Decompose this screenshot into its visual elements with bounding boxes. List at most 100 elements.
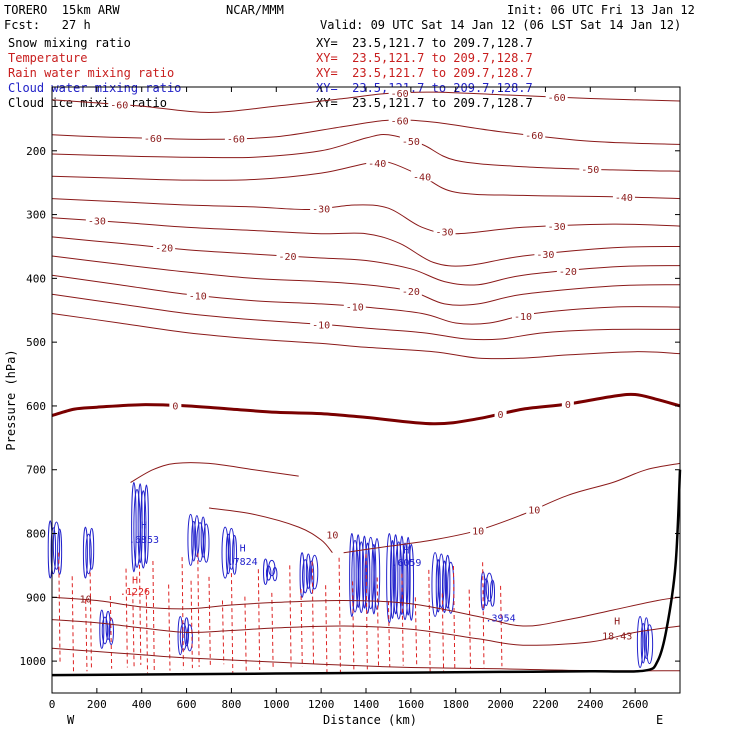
isotherm-label: -10 bbox=[346, 302, 364, 313]
cloud-water-contour bbox=[137, 483, 143, 564]
freezing-label: 0 bbox=[565, 400, 571, 411]
isotherm-label: -20 bbox=[155, 244, 173, 255]
warm-label-bg bbox=[526, 503, 543, 515]
data-marker: .6853 bbox=[129, 535, 159, 546]
isotherm-label: -60 bbox=[548, 93, 566, 104]
isotherm-label: -20 bbox=[278, 252, 296, 263]
isotherm-label: -30 bbox=[88, 217, 106, 228]
rain-streak bbox=[145, 588, 149, 674]
cloud-water-contour bbox=[101, 616, 109, 645]
cloud-water-contour bbox=[435, 559, 441, 613]
cloud-water-contour bbox=[203, 523, 210, 563]
rain-streak bbox=[300, 589, 303, 667]
cloud-water-contours bbox=[47, 481, 654, 668]
cloud-water-contour bbox=[640, 622, 646, 664]
cloud-water-contour bbox=[643, 617, 650, 660]
rain-streak bbox=[168, 584, 171, 671]
cloud-water-contour bbox=[140, 490, 147, 569]
isotherm-label: -40 bbox=[413, 172, 431, 183]
rain-streak bbox=[414, 597, 418, 665]
rain-streak bbox=[428, 569, 431, 673]
cloud-water-contour bbox=[99, 609, 105, 649]
cloud-water-contour bbox=[82, 526, 88, 579]
data-marker: H bbox=[141, 520, 147, 531]
isotherm-label: -30 bbox=[312, 204, 330, 215]
cloud-water-contour bbox=[143, 484, 149, 565]
isotherm-label-bg bbox=[612, 191, 635, 203]
temperature-isotherm bbox=[51, 134, 681, 172]
x-tick-label: 200 bbox=[87, 698, 107, 711]
isotherm-label: -60 bbox=[391, 89, 409, 100]
rain-streak bbox=[71, 576, 75, 673]
rain-streak bbox=[230, 573, 234, 673]
y-tick-label: 300 bbox=[26, 209, 46, 222]
cloud-water-contour bbox=[299, 552, 305, 598]
isotherm-label: -60 bbox=[391, 117, 409, 128]
cloud-water-contour bbox=[355, 534, 361, 609]
data-marker: .6059 bbox=[391, 558, 421, 569]
isotherm-label: -60 bbox=[144, 134, 162, 145]
rain-streak bbox=[376, 577, 380, 669]
cloud-water-contour bbox=[392, 534, 399, 615]
rain-streak bbox=[387, 601, 391, 667]
x-axis-label: Distance (km) bbox=[323, 713, 417, 727]
data-marker: H bbox=[240, 543, 246, 554]
cloud-water-contour bbox=[89, 527, 95, 570]
freezing-level-line bbox=[51, 392, 681, 426]
freezing-label-bg bbox=[494, 407, 507, 419]
rain-streak bbox=[132, 592, 135, 667]
rain-streak bbox=[85, 599, 88, 672]
cloud-water-contour bbox=[200, 516, 206, 558]
isotherm-label-bg bbox=[411, 170, 434, 182]
east-label: E bbox=[656, 713, 663, 727]
isotherm-label: -60 bbox=[525, 131, 543, 142]
isotherm-label-bg bbox=[276, 250, 299, 262]
rain-streak bbox=[441, 593, 445, 672]
isotherm-label-bg bbox=[108, 98, 131, 110]
terrain-surface bbox=[51, 469, 682, 677]
x-tick-label: 2600 bbox=[622, 698, 649, 711]
valid-time: Valid: 09 UTC Sat 14 Jan 12 (06 LST Sat … bbox=[320, 18, 682, 32]
cloud-water-contour bbox=[389, 540, 395, 619]
isotherm-label-bg bbox=[579, 163, 602, 175]
x-tick-label: 1400 bbox=[353, 698, 380, 711]
x-tick-label: 2000 bbox=[487, 698, 514, 711]
boundary-layer-label: 10 bbox=[326, 531, 338, 542]
isotherm-label: -40 bbox=[368, 159, 386, 170]
rain-streak bbox=[244, 596, 247, 672]
y-axis-label: Pressure (hPa) bbox=[4, 349, 18, 450]
isotherm-label-bg bbox=[141, 132, 164, 144]
warm-isotherm-label: 10 bbox=[528, 506, 540, 517]
rain-streak bbox=[289, 565, 292, 668]
y-tick-label: 1000 bbox=[20, 655, 47, 668]
cloud-water-contour bbox=[85, 533, 92, 575]
isotherm-label: -20 bbox=[559, 267, 577, 278]
data-marker: H bbox=[614, 617, 620, 628]
isotherm-label-bg bbox=[366, 156, 389, 168]
rain-streak bbox=[452, 566, 456, 671]
cloud-water-contour bbox=[302, 559, 309, 594]
rain-streak bbox=[221, 600, 225, 665]
data-marker: .1226 bbox=[120, 587, 150, 598]
cloud-water-contour bbox=[263, 558, 269, 586]
rain-streak bbox=[365, 553, 368, 670]
data-marker: H bbox=[132, 575, 138, 586]
cloud-water-contour bbox=[405, 536, 411, 616]
cloud-water-contour bbox=[50, 527, 57, 575]
isotherm-label-bg bbox=[399, 135, 422, 147]
freezing-label: 0 bbox=[172, 402, 178, 413]
data-marker: 18.43 bbox=[602, 631, 632, 642]
isotherm-label: -30 bbox=[548, 222, 566, 233]
isotherm-label-bg bbox=[556, 265, 579, 277]
cloud-water-contour bbox=[194, 515, 200, 557]
cloud-water-contour bbox=[308, 560, 315, 594]
y-tick-label: 900 bbox=[26, 591, 46, 604]
cloud-water-contour bbox=[447, 561, 455, 614]
x-tick-label: 2400 bbox=[577, 698, 604, 711]
cloud-water-contour bbox=[105, 610, 111, 640]
y-tick-label: 800 bbox=[26, 528, 46, 541]
forecast-hour: Fcst: 27 h bbox=[4, 18, 91, 32]
isotherm-label-bg bbox=[399, 285, 422, 297]
rain-streak bbox=[500, 585, 503, 667]
